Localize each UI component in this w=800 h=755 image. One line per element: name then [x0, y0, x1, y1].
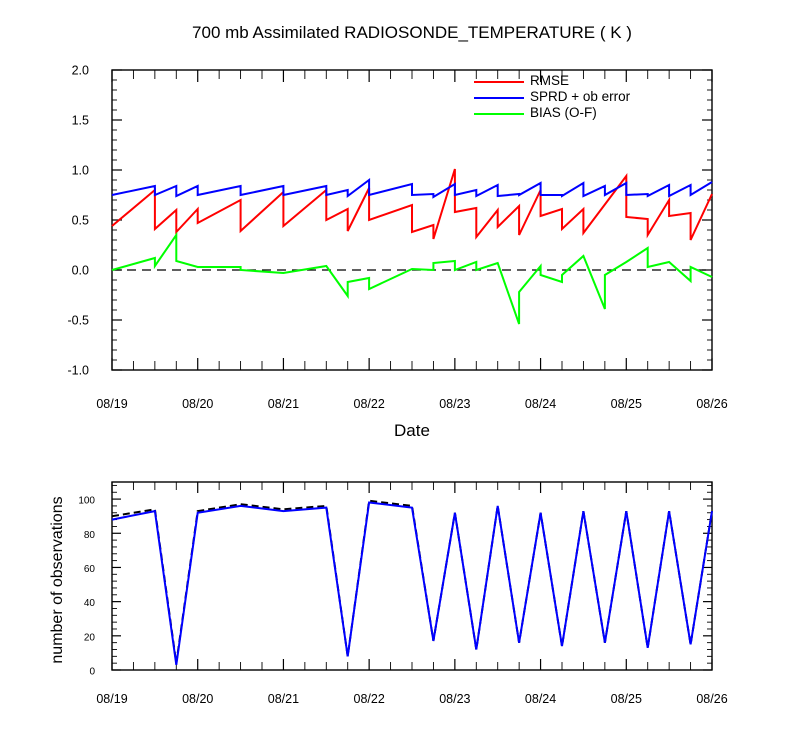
bottom-y-tick-label: 0: [89, 667, 95, 678]
bottom-x-tick-label: 08/22: [354, 692, 385, 706]
top-x-tick-label: 08/24: [525, 397, 556, 411]
bottom-y-tick-label: 80: [84, 530, 96, 541]
legend-sprd-ob-error-label: SPRD + ob error: [530, 89, 631, 104]
bottom-series-possible-line: [111, 499, 713, 664]
top-y-tick-label: -1.0: [67, 364, 89, 378]
top-x-tick-label: 08/20: [182, 397, 213, 411]
bottom-y-tick-label: 20: [84, 632, 96, 643]
bottom-x-tick-label: 08/25: [611, 692, 642, 706]
top-series-sprd-ob-error-line: [111, 178, 713, 199]
top-y-tick-label: 0.0: [72, 264, 89, 278]
top-series-bias-o-f-line: [111, 231, 713, 325]
bottom-x-tick-label: 08/21: [268, 692, 299, 706]
top-y-tick-label: 2.0: [72, 64, 89, 78]
bottom-series-used-line: [111, 501, 713, 666]
bottom-x-tick-label: 08/26: [696, 692, 727, 706]
bottom-x-tick-label: 08/24: [525, 692, 556, 706]
legend-rmse-label: RMSE: [530, 73, 569, 88]
x-axis-label: Date: [394, 421, 430, 440]
bottom-x-tick-label: 08/20: [182, 692, 213, 706]
top-y-tick-label: 1.5: [72, 114, 89, 128]
bottom-x-tick-label: 08/23: [439, 692, 470, 706]
bottom-y-axis-label: number of observations: [49, 496, 66, 663]
top-y-tick-label: -0.5: [67, 314, 89, 328]
top-x-tick-label: 08/23: [439, 397, 470, 411]
legend-bias-o-f-label: BIAS (O-F): [530, 105, 597, 120]
top-x-tick-label: 08/22: [354, 397, 385, 411]
top-x-tick-label: 08/21: [268, 397, 299, 411]
bottom-y-tick-label: 100: [78, 496, 95, 507]
chart-title: 700 mb Assimilated RADIOSONDE_TEMPERATUR…: [192, 23, 632, 42]
top-series-rmse-line: [111, 168, 713, 241]
bottom-y-tick-label: 60: [84, 564, 96, 575]
top-y-tick-label: 0.5: [72, 214, 89, 228]
top-y-tick-label: 1.0: [72, 164, 89, 178]
top-x-tick-label: 08/25: [611, 397, 642, 411]
bottom-y-tick-label: 40: [84, 598, 96, 609]
top-x-tick-label: 08/19: [96, 397, 127, 411]
bottom-x-tick-label: 08/19: [96, 692, 127, 706]
top-x-tick-label: 08/26: [696, 397, 727, 411]
